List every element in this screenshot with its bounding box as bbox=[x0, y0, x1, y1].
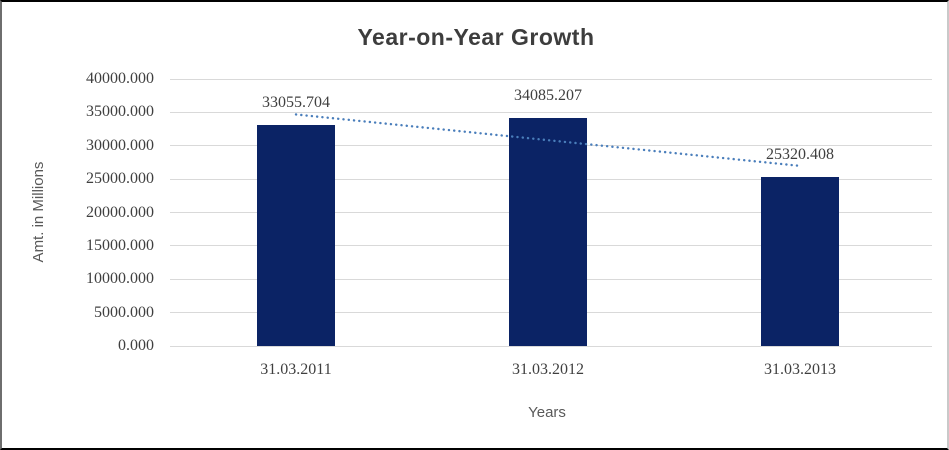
x-tick-label: 31.03.2013 bbox=[764, 361, 836, 378]
gridline bbox=[170, 111, 932, 113]
y-tick-label: 0.000 bbox=[118, 337, 154, 354]
data-label: 34085.207 bbox=[514, 87, 582, 105]
y-tick-label: 35000.000 bbox=[86, 103, 154, 121]
x-tick-label: 31.03.2011 bbox=[260, 361, 332, 378]
data-label: 33055.704 bbox=[262, 94, 330, 112]
bar-3 bbox=[761, 176, 839, 346]
bar-2 bbox=[509, 118, 587, 346]
y-tick-label: 5000.000 bbox=[94, 303, 154, 321]
y-tick-label: 30000.000 bbox=[86, 136, 154, 154]
y-tick-label: 20000.000 bbox=[86, 203, 154, 221]
gridline bbox=[170, 78, 932, 80]
x-axis-title: Years bbox=[528, 404, 566, 421]
y-tick-label: 15000.000 bbox=[86, 236, 154, 254]
x-tick-label: 31.03.2012 bbox=[512, 361, 584, 378]
y-tick-label: 10000.000 bbox=[86, 270, 154, 288]
bar-1 bbox=[257, 125, 335, 346]
data-label: 25320.408 bbox=[766, 145, 834, 163]
gridline bbox=[170, 345, 932, 347]
chart-title: Year-on-Year Growth bbox=[357, 24, 595, 50]
y-tick-label: 40000.000 bbox=[86, 70, 154, 87]
y-tick-label: 25000.000 bbox=[86, 170, 154, 188]
